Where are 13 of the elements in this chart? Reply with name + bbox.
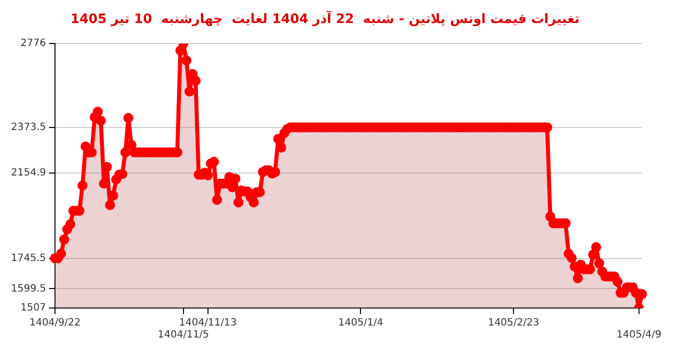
chart-title: تغییرات قیمت اونس پلاتین - شنبه 22 آذر 1404 لغایت چهارشنبه 10 تیر 1405 (70, 10, 580, 28)
x-tick-label: 1405/2/23 (488, 318, 540, 329)
y-tick-label: 1507 (20, 302, 46, 314)
y-tick-label: 1599.5 (10, 283, 46, 294)
x-tick-label: 1404/11/5 (158, 330, 210, 341)
x-tick-label: 1404/11/13 (179, 318, 237, 329)
x-tick-label: 1405/4/9 (616, 330, 662, 341)
y-tick-label: 2373.5 (10, 122, 46, 134)
y-tick-label: 2154.9 (10, 168, 46, 179)
x-tick-label: 1404/9/22 (29, 318, 81, 329)
y-tick-label: 2776 (20, 38, 46, 50)
y-tick-label: 1745.5 (10, 252, 46, 264)
x-tick-label: 1405/1/4 (338, 318, 384, 329)
